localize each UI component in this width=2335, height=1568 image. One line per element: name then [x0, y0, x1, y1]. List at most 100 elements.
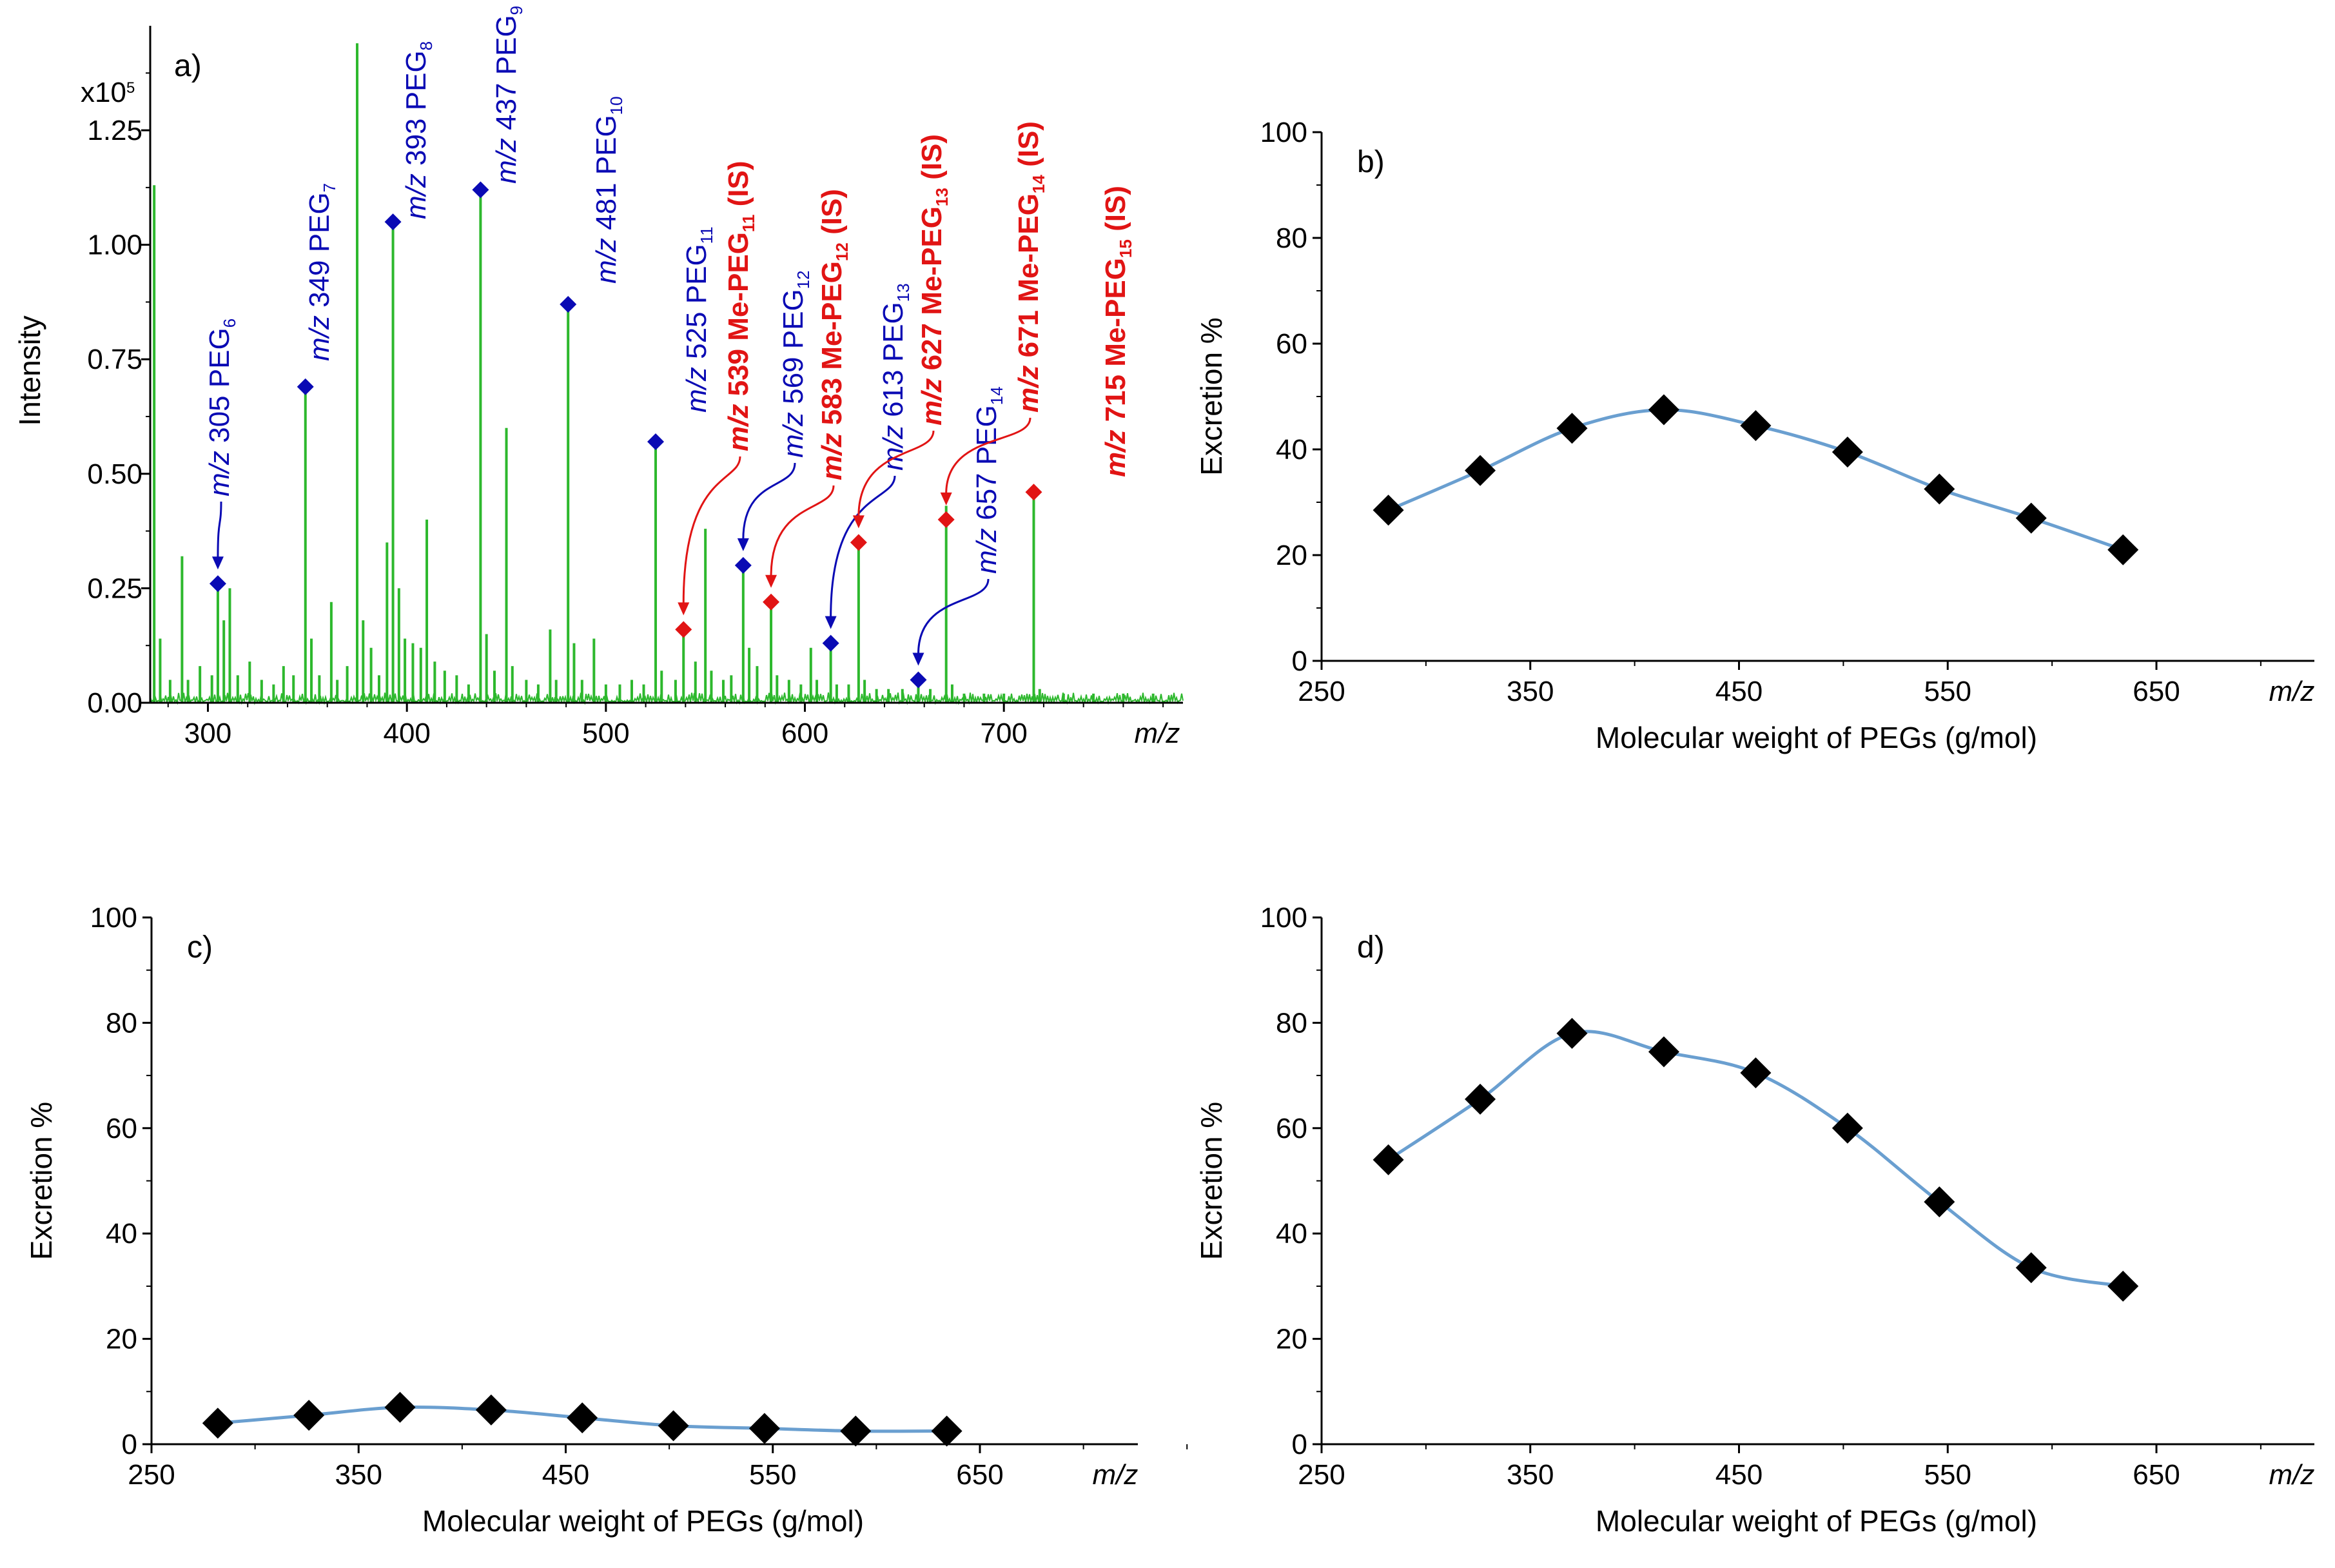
a-annotation-text: 613 PEG [877, 302, 909, 425]
c-y-tick-label-60: 60 [106, 1113, 137, 1144]
a-annotation-mz: m/z [304, 315, 335, 361]
b-x-tick-label-250: 250 [1298, 676, 1345, 707]
a-y-tick-label-1: 0.25 [87, 573, 142, 604]
b-x-axis-title: Molecular weight of PEGs (g/mol) [1596, 721, 2037, 754]
b-y-tick-label-0: 0 [1292, 645, 1307, 677]
a-x-axis-title: m/z [1135, 718, 1180, 749]
a-annotation-text: 627 Me-PEG [916, 206, 948, 378]
a-annotation-mz: m/z [971, 528, 1002, 574]
a-annotation-539: m/z 539 Me-PEG11 (IS) [723, 161, 758, 451]
a-y-tick-label-0: 0.00 [87, 687, 142, 719]
c-panel-label: c) [187, 930, 213, 965]
a-y-multiplier: x105 [81, 77, 135, 108]
b-y-tick-label-80: 80 [1276, 222, 1307, 254]
a-annotation-657: m/z 657 PEG14 [971, 386, 1006, 574]
a-annotation-mz: m/z [916, 378, 948, 426]
b-point-634 [2107, 534, 2139, 565]
d-y-tick-label-40: 40 [1276, 1218, 1307, 1250]
a-x-tick-label-400: 400 [383, 718, 430, 749]
a-annotation-mz: m/z [1013, 366, 1044, 413]
d-point-590 [2015, 1252, 2047, 1284]
a-x-tick-label-700: 700 [980, 718, 1027, 749]
a-annotation-text: 481 PEG [591, 115, 622, 238]
a-annotation-subscript: 8 [416, 41, 436, 50]
a-peak-marker-481 [560, 296, 577, 313]
a-annotation-393: m/z 393 PEG8 [400, 41, 436, 219]
a-annotation-is: (IS) [816, 189, 848, 242]
d-panel-label: d) [1357, 930, 1385, 965]
a-leader-line-627 [857, 430, 935, 517]
c-point-370 [384, 1391, 416, 1423]
d-x-tick-label-650: 650 [2133, 1459, 2180, 1491]
b-point-458 [1740, 410, 1772, 442]
a-y-multiplier-base: x10 [81, 77, 126, 108]
a-annotation-569: m/z 569 PEG12 [777, 270, 813, 458]
d-point-502 [1832, 1112, 1863, 1144]
a-annotation-text: 393 PEG [400, 50, 432, 173]
a-annotation-305: m/z 305 PEG6 [204, 318, 239, 496]
a-annotation-text: 525 PEG [681, 244, 712, 367]
b-point-282 [1373, 495, 1404, 526]
c-x-tick-label-250: 250 [128, 1459, 175, 1491]
a-peak-marker-715 [1025, 484, 1042, 501]
a-peak-marker-305 [209, 575, 226, 593]
a-y-tick-label-2: 0.50 [87, 458, 142, 490]
a-annotation-is: (IS) [1013, 121, 1044, 175]
a-leader-line-569 [742, 462, 796, 540]
b-point-370 [1556, 413, 1588, 444]
a-leader-line-657 [917, 578, 990, 654]
a-annotation-is: (IS) [1100, 186, 1131, 239]
c-x-tick-label-450: 450 [542, 1459, 589, 1491]
c-y-tick-label-0: 0 [122, 1429, 137, 1460]
a-y-tick-label-4: 1.00 [87, 230, 142, 261]
a-peak-marker-349 [297, 378, 314, 395]
a-annotation-subscript: 11 [697, 226, 716, 244]
a-annotation-mz: m/z [777, 412, 809, 458]
a-annotation-481: m/z 481 PEG10 [591, 96, 626, 284]
a-leader-arrowhead-569 [737, 538, 749, 551]
a-annotation-subscript: 13 [932, 188, 952, 206]
a-x-tick-label-600: 600 [781, 718, 828, 749]
a-panel-label: a) [174, 49, 202, 83]
c-point-590 [840, 1415, 872, 1447]
a-peak-marker-539 [675, 621, 692, 638]
b-y-tick-label-40: 40 [1276, 434, 1307, 466]
b-y-axis-title: Excretion % [1195, 317, 1228, 475]
a-leader-arrowhead-613 [825, 616, 837, 629]
c-y-tick-label-20: 20 [106, 1324, 137, 1355]
b-x-tick-label-350: 350 [1507, 676, 1554, 707]
b-x-tick-label-450: 450 [1715, 676, 1763, 707]
d-y-tick-label-0: 0 [1292, 1429, 1307, 1460]
c-y-tick-label-80: 80 [106, 1007, 137, 1039]
c-x-unit-label: m/z [1093, 1459, 1138, 1491]
d-point-634 [2107, 1270, 2139, 1302]
a-annotation-subscript: 13 [894, 283, 913, 302]
a-annotation-subscript: 14 [987, 386, 1006, 405]
d-y-tick-label-100: 100 [1260, 902, 1307, 934]
a-annotation-subscript: 14 [1029, 175, 1048, 193]
a-peak-marker-525 [647, 433, 665, 451]
a-annotation-583: m/z 583 Me-PEG12 (IS) [816, 189, 852, 480]
a-leader-line-539 [682, 456, 741, 604]
a-annotation-subscript: 12 [794, 270, 813, 289]
a-annotation-is: (IS) [723, 161, 754, 214]
a-peak-marker-671 [937, 511, 955, 528]
c-x-tick-label-350: 350 [335, 1459, 382, 1491]
b-y-tick-label-60: 60 [1276, 328, 1307, 360]
a-peak-marker-657 [910, 671, 927, 689]
a-annotation-subscript: 12 [832, 242, 852, 261]
d-y-tick-label-60: 60 [1276, 1113, 1307, 1144]
b-x-tick-label-650: 650 [2133, 676, 2180, 707]
a-annotation-671: m/z 671 Me-PEG14 (IS) [1013, 121, 1048, 413]
panel-a-mass-spectrum: 300 400 500 600 700 0.00 0.25 0.50 0.75 1.00 1.25 x… [13, 6, 1184, 749]
b-x-unit-label: m/z [2269, 676, 2315, 707]
c-point-458 [567, 1402, 598, 1434]
a-annotation-text: 583 Me-PEG [816, 261, 848, 433]
d-x-tick-label-550: 550 [1924, 1459, 1971, 1491]
a-annotation-text: 569 PEG [777, 289, 809, 412]
a-y-tick-label-5: 1.25 [87, 115, 142, 146]
a-annotation-is: (IS) [916, 134, 948, 188]
c-point-414 [475, 1394, 507, 1426]
a-peak-marker-569 [734, 556, 752, 574]
